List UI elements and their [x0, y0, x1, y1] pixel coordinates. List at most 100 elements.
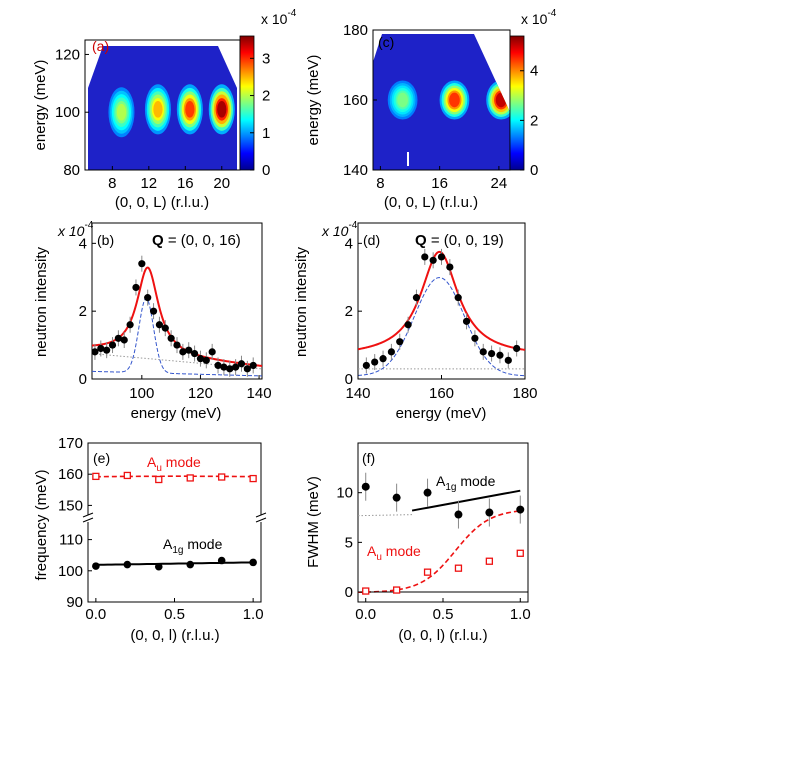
colorbar-c	[509, 35, 525, 171]
panel-d: 140 160 180 0 2 4 (d) Q = (0, 0, 19) x 10-4 n…	[293, 220, 538, 422]
panel-d-scale: x 10-4	[321, 220, 358, 239]
panel-f-au-point	[423, 568, 432, 576]
panel-e-axis-break	[82, 512, 267, 523]
panel-e-au-point	[186, 474, 194, 482]
panel-f: 0.0 0.5 1.0 0 5 10 (f) A1g mode Au mode FWHM …	[305, 442, 531, 644]
panel-b-data-point	[243, 365, 251, 373]
panel-f-xtick-label: 0.0	[355, 606, 376, 623]
panel-e-ytick-label: 170	[58, 435, 83, 452]
panel-d-data-point	[471, 334, 479, 342]
panel-b-data-point	[114, 334, 122, 342]
panel-d-data-point	[404, 321, 412, 329]
panel-a-tag: (a)	[92, 38, 109, 54]
panel-b-data-point	[149, 307, 158, 315]
panel-d-data-point	[496, 351, 504, 359]
heatmap-a-peak-1	[116, 103, 127, 121]
panel-d-data-point	[513, 344, 521, 353]
colorbar-c-tick-label: 2	[530, 112, 538, 129]
panel-b-data-point	[108, 341, 117, 349]
panel-b-data-point	[249, 361, 257, 370]
panel-e-ytick-label: 100	[58, 563, 83, 580]
panel-e-au-point	[92, 472, 100, 481]
panel-a-xlabel: (0, 0, L) (r.l.u.)	[115, 194, 209, 211]
panel-e-au-point	[123, 471, 131, 480]
colorbar-a-scale: x 10-4	[261, 8, 297, 27]
heatmap-c-peak-1	[397, 92, 408, 108]
panel-e-au-point	[155, 475, 163, 484]
panel-b-data-point	[226, 365, 234, 373]
panel-f-ylabel: FWHM (meV)	[305, 476, 322, 568]
panel-b-data-point	[120, 336, 128, 344]
panel-e-a1g-point	[123, 560, 132, 569]
panel-d-data-point	[446, 263, 454, 271]
panel-b-data-point	[167, 334, 175, 342]
panel-b-data-point	[190, 349, 199, 358]
colorbar-c-tick-label: 4	[530, 63, 538, 80]
panel-b-ytick-label: 2	[79, 303, 87, 320]
panel-b-data-point	[144, 294, 152, 302]
panel-b-xtick-label: 120	[188, 385, 213, 402]
panel-e-ytick-label: 110	[59, 532, 83, 549]
panel-f-ytick-label: 5	[345, 534, 353, 551]
panel-b-data-point	[237, 360, 246, 368]
panel-f-au-point	[516, 549, 524, 557]
panel-d-data-point	[362, 361, 370, 370]
panel-e-a1g-point	[249, 558, 257, 567]
panel-d-tag: (d)	[363, 232, 380, 248]
panel-a-xtick-label: 8	[108, 175, 116, 192]
panel-f-a1g-point	[423, 488, 432, 497]
panel-b-background-fit	[92, 353, 262, 370]
panel-b-data-point	[97, 344, 105, 353]
panel-d-data-point	[429, 256, 437, 264]
panel-c-xtick-label: 8	[376, 175, 384, 192]
panel-b-xlabel: energy (meV)	[131, 405, 222, 422]
panel-b-data-point	[196, 355, 205, 363]
panel-f-frame	[357, 442, 529, 603]
heatmap-a-peak-4	[217, 101, 227, 118]
panel-b-data-point	[173, 341, 181, 349]
panel-b-data-point	[161, 324, 169, 332]
heatmap-c-peak-2	[449, 92, 460, 108]
heatmap-c-gap	[407, 152, 409, 166]
panel-f-xlabel: (0, 0, l) (r.l.u.)	[398, 627, 487, 644]
panel-b-xtick-label: 140	[247, 385, 272, 402]
panel-d-data-point	[479, 348, 487, 356]
panel-d-ytick-label: 2	[345, 303, 353, 320]
heatmap-c-peak-3	[495, 92, 507, 108]
panel-e-au-point	[218, 473, 226, 481]
panel-b-data-point	[202, 356, 210, 364]
panel-e-a1g-point	[186, 560, 195, 569]
panel-f-a1g-label: A1g mode	[436, 473, 496, 493]
panel-b-data-point	[103, 346, 111, 354]
panel-e-au-point	[249, 474, 257, 483]
panel-e-ytick-label: 150	[58, 497, 83, 514]
panel-a-ytick-label: 120	[55, 46, 80, 63]
panel-e-a1g-fit	[95, 561, 254, 566]
panel-f-tag: (f)	[362, 450, 375, 466]
panel-c-ytick-label: 180	[343, 22, 368, 39]
panel-b-data-point	[132, 283, 140, 292]
panel-a-xtick-label: 20	[213, 175, 230, 192]
colorbar-a	[239, 35, 255, 171]
panel-e-tag: (e)	[93, 450, 110, 466]
panel-d-xtick-label: 160	[429, 385, 454, 402]
panel-b-data-point	[138, 260, 146, 268]
panel-b-ylabel: neutron intensity	[33, 246, 50, 357]
panel-b-data-point	[220, 363, 228, 371]
panel-d-data-point	[371, 358, 379, 366]
panel-b: 100 120 140 0 2 4 (b) Q = (0, 0, 16) x 10-4 n…	[33, 220, 272, 422]
panel-e-ytick-label: 90	[66, 594, 83, 611]
panel-b-data-point	[92, 348, 99, 356]
panel-e-a1g-point	[92, 562, 100, 570]
panel-c-xtick-label: 24	[491, 175, 508, 192]
panel-b-data-point	[185, 346, 193, 354]
panel-e: 0.0 0.5 1.0 150 160 170 90 100 110 (e) Au mode A…	[33, 435, 267, 644]
panel-e-xlabel: (0, 0, l) (r.l.u.)	[130, 627, 219, 644]
panel-f-au-point	[454, 564, 463, 572]
panel-e-xtick-label: 0.0	[85, 606, 106, 623]
panel-b-tag: (b)	[97, 232, 114, 248]
panel-f-ytick-label: 0	[345, 584, 353, 601]
panel-d-data-point	[437, 253, 446, 261]
panel-d-data-point	[421, 253, 429, 261]
panel-c-ylabel: energy (meV)	[305, 55, 322, 146]
